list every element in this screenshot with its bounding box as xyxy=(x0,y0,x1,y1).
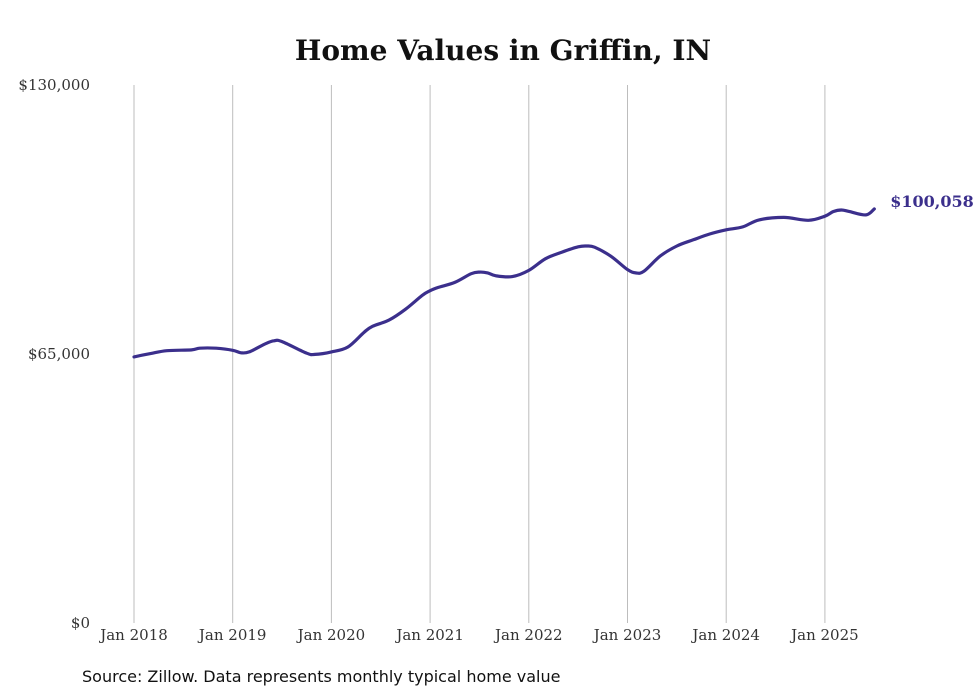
x-tick-label: Jan 2022 xyxy=(493,626,563,644)
x-axis: Jan 2018 Jan 2019 Jan 2020 Jan 2021 Jan 2022… xyxy=(98,626,858,644)
x-tick-label: Jan 2020 xyxy=(296,626,366,644)
x-tick-label: Jan 2018 xyxy=(98,626,168,644)
x-tick-label: Jan 2023 xyxy=(592,626,662,644)
chart-title: Home Values in Griffin, IN xyxy=(295,34,711,67)
y-axis: $0 $65,000 $130,000 xyxy=(18,76,90,632)
x-tick-label: Jan 2025 xyxy=(789,626,859,644)
x-tick-label: Jan 2019 xyxy=(197,626,267,644)
y-tick-label: $65,000 xyxy=(28,345,90,363)
y-tick-label: $0 xyxy=(71,614,90,632)
end-value-label: $100,058 xyxy=(890,192,974,211)
x-tick-label: Jan 2021 xyxy=(394,626,464,644)
grid-layer xyxy=(133,85,826,623)
series-layer xyxy=(132,207,876,359)
x-tick-label: Jan 2024 xyxy=(690,626,760,644)
y-tick-label: $130,000 xyxy=(18,76,90,94)
home-value-series-line xyxy=(132,207,876,359)
source-note: Source: Zillow. Data represents monthly … xyxy=(82,667,561,686)
